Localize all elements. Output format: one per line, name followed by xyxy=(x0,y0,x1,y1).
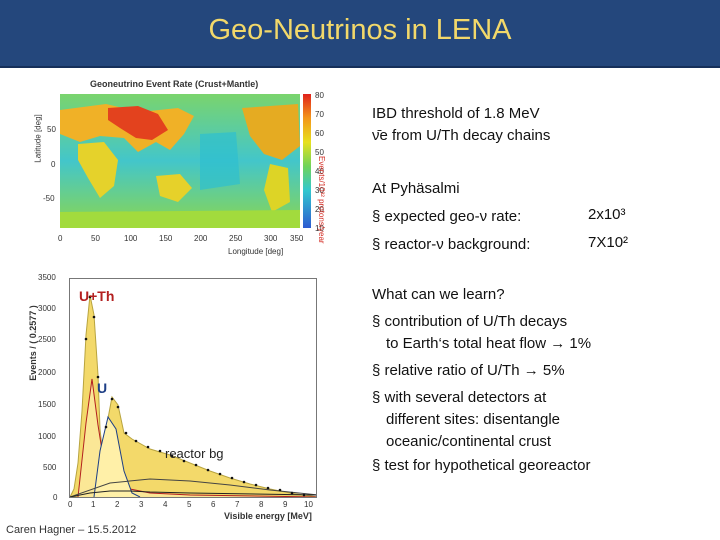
learn-bullet: § with several detectors at xyxy=(372,389,547,406)
learn-bullet: § contribution of U/Th decays xyxy=(372,313,568,330)
map-y-tick: -50 xyxy=(43,194,55,203)
spectrum-y-tick: 500 xyxy=(43,463,57,472)
colorbar-tick: 20 xyxy=(315,205,324,214)
heatmap-field xyxy=(60,94,300,228)
learn-bullet: § relative ratio of U/Th → 5% xyxy=(372,362,565,379)
spectrum-y-tick: 0 xyxy=(53,493,58,502)
map-x-tick: 350 xyxy=(290,234,304,243)
spectrum-x-tick: 5 xyxy=(187,500,192,509)
u-curve xyxy=(93,415,141,497)
geo-rate-value: 2x10³ xyxy=(588,206,626,223)
reactor-label: reactor bg xyxy=(165,446,224,461)
spectrum-x-tick: 7 xyxy=(235,500,240,509)
spectrum-y-label: Events / ( 0.2577 ) xyxy=(27,305,38,381)
spectrum-x-tick: 4 xyxy=(163,500,168,509)
spectrum-x-tick: 9 xyxy=(283,500,288,509)
site-title: At Pyhäsalmi xyxy=(372,180,460,197)
learn-block: What can we learn? § contribution of U/T… xyxy=(372,284,591,477)
spectrum-x-tick: 3 xyxy=(139,500,144,509)
map-x-label: Longitude [deg] xyxy=(228,247,284,256)
map-x-tick: 300 xyxy=(264,234,278,243)
spectrum-y-tick: 3500 xyxy=(38,273,56,282)
spectrum-y-tick: 1000 xyxy=(38,432,56,441)
reactor-bg-label: § reactor-ν background: xyxy=(372,236,531,253)
spectrum-y-tick: 2000 xyxy=(38,368,56,377)
spectrum-svg xyxy=(70,294,316,497)
colorbar-tick: 10 xyxy=(315,224,324,233)
colorbar xyxy=(303,94,311,228)
site-block: At Pyhäsalmi § expected geo-ν rate: § re… xyxy=(372,178,530,256)
map-x-tick: 50 xyxy=(91,234,100,243)
map-y-tick: 0 xyxy=(51,160,56,169)
spectrum-x-tick: 10 xyxy=(304,500,313,509)
spectrum-y-tick: 1500 xyxy=(38,400,56,409)
map-x-tick: 200 xyxy=(194,234,208,243)
spectrum-x-tick: 2 xyxy=(115,500,120,509)
spectrum-x-label: Visible energy [MeV] xyxy=(224,511,312,521)
spectrum-x-tick: 0 xyxy=(68,500,73,509)
map-x-tick: 0 xyxy=(58,234,63,243)
map-x-tick: 150 xyxy=(159,234,173,243)
geo-rate-label: § expected geo-ν rate: xyxy=(372,208,522,225)
colorbar-tick: 30 xyxy=(315,186,324,195)
neutrino-source-text: ν̄e from U/Th decay chains xyxy=(372,127,551,144)
learn-bullet-cont: oceanic/continental crust xyxy=(386,433,552,450)
ibd-block: IBD threshold of 1.8 MeV ν̄e from U/Th d… xyxy=(372,103,550,147)
u-label: U xyxy=(97,380,108,396)
learn-bullet-cont: to Earth‘s total heat flow → 1% xyxy=(386,335,592,352)
spectrum-area xyxy=(69,278,317,498)
learn-bullet: § test for hypothetical georeactor xyxy=(372,457,591,474)
ibd-threshold-text: IBD threshold of 1.8 MeV xyxy=(372,105,540,122)
colorbar-tick: 70 xyxy=(315,110,324,119)
spectrum-x-tick: 8 xyxy=(259,500,264,509)
spectrum-x-tick: 6 xyxy=(211,500,216,509)
colorbar-label: Events/10³² protons/year xyxy=(317,156,326,244)
colorbar-tick: 60 xyxy=(315,129,324,138)
colorbar-tick: 40 xyxy=(315,167,324,176)
map-title: Geoneutrino Event Rate (Crust+Mantle) xyxy=(90,79,259,89)
baseline-curve xyxy=(70,490,316,497)
spectrum-y-tick: 3000 xyxy=(38,304,56,313)
uth-label: U+Th xyxy=(79,288,115,304)
slide-title: Geo-Neutrinos in LENA xyxy=(208,14,512,46)
map-y-tick: 50 xyxy=(47,125,56,134)
title-bar: Geo-Neutrinos in LENA xyxy=(0,0,720,68)
map-y-label: Latitude [deg] xyxy=(33,114,43,163)
geoneutrino-map: Geoneutrino Event Rate (Crust+Mantle) La… xyxy=(28,74,328,270)
heatmap-svg xyxy=(60,94,300,228)
spectrum-plot: Events / ( 0.2577 ) 3500 3000 2500 2000 … xyxy=(28,272,328,524)
map-x-tick: 250 xyxy=(229,234,243,243)
spectrum-x-tick: 1 xyxy=(91,500,96,509)
data-points xyxy=(84,295,306,497)
colorbar-tick: 50 xyxy=(315,148,324,157)
uth-fill xyxy=(70,294,316,497)
reactor-bg-value: 7X10² xyxy=(588,234,629,251)
learn-title: What can we learn? xyxy=(372,286,505,303)
learn-bullet-cont: different sites: disentangle xyxy=(386,411,561,428)
footer-credit: Caren Hagner – 15.5.2012 xyxy=(6,524,137,536)
colorbar-tick: 80 xyxy=(315,91,324,100)
reactor-curve xyxy=(70,478,316,497)
spectrum-y-tick: 2500 xyxy=(38,335,56,344)
map-x-tick: 100 xyxy=(124,234,138,243)
